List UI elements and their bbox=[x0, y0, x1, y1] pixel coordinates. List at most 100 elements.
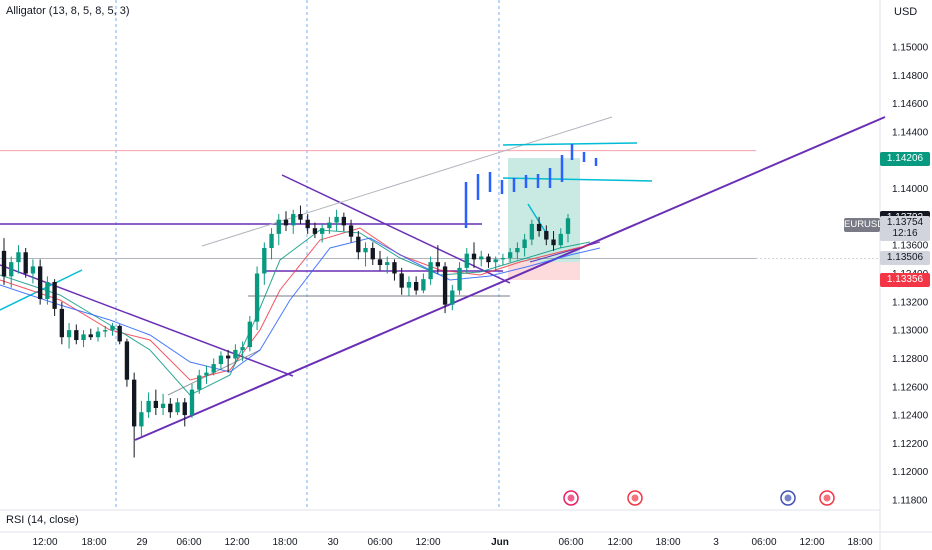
descending-trendline-left[interactable] bbox=[0, 264, 294, 377]
candle-body bbox=[37, 266, 43, 299]
drawings-layer bbox=[0, 116, 886, 441]
candle-body bbox=[428, 262, 433, 280]
candles-layer bbox=[1, 205, 571, 458]
candle-body bbox=[153, 400, 159, 408]
candle-body bbox=[66, 330, 72, 338]
candle-body bbox=[457, 267, 462, 291]
price-axis-tick: 1.12000 bbox=[892, 467, 929, 478]
candle-body bbox=[356, 236, 361, 253]
price-axis-tick: 1.15000 bbox=[892, 43, 929, 54]
time-axis-tick: 12:00 bbox=[799, 537, 824, 548]
time-axis-tick: 18:00 bbox=[272, 537, 297, 548]
price-tag-countdown: 12:16 bbox=[880, 226, 930, 241]
candle-body bbox=[225, 355, 231, 359]
price-axis-tick: 1.12400 bbox=[892, 411, 929, 422]
price-axis-tick: 1.13200 bbox=[892, 297, 929, 308]
candle-body bbox=[218, 355, 224, 365]
time-axis-tick: 06:00 bbox=[367, 537, 392, 548]
time-axis-tick: 12:00 bbox=[415, 537, 440, 548]
candle-body bbox=[493, 259, 498, 263]
candle-body bbox=[507, 252, 513, 258]
us-flag-icon-dot bbox=[823, 494, 831, 502]
candle-body bbox=[189, 389, 195, 416]
candle-body bbox=[247, 321, 253, 348]
time-axis-tick: 3 bbox=[713, 537, 719, 548]
candle-body bbox=[363, 248, 368, 253]
lightning-event-icon-dot bbox=[567, 494, 575, 502]
candle-body bbox=[544, 231, 549, 240]
candle-body bbox=[479, 256, 484, 260]
price-axis-tick: 1.14600 bbox=[892, 99, 929, 110]
candle-body bbox=[421, 279, 426, 291]
candle-body bbox=[377, 259, 383, 266]
candle-body bbox=[1, 250, 7, 277]
price-axis-tick: 1.14000 bbox=[892, 184, 929, 195]
candle-body bbox=[558, 233, 563, 246]
candle-body bbox=[471, 253, 477, 260]
candle-body bbox=[500, 257, 506, 260]
candle-body bbox=[529, 223, 535, 240]
time-axis-tick: 06:00 bbox=[751, 537, 776, 548]
price-tag-grey: 1.13506 bbox=[880, 251, 930, 266]
time-axis-tick: 30 bbox=[327, 537, 339, 548]
candle-body bbox=[131, 379, 137, 427]
candle-body bbox=[565, 218, 571, 234]
candle-body bbox=[95, 331, 101, 338]
time-axis-tick: 06:00 bbox=[558, 537, 583, 548]
candle-body bbox=[370, 248, 375, 260]
currency-label[interactable]: USD bbox=[894, 6, 918, 18]
alligator-teeth-line bbox=[0, 229, 591, 396]
candle-body bbox=[522, 239, 527, 249]
candle-body bbox=[81, 334, 86, 341]
candle-body bbox=[9, 262, 14, 277]
candle-body bbox=[450, 290, 455, 305]
candle-body bbox=[139, 412, 144, 427]
candle-body bbox=[74, 330, 79, 341]
candle-body bbox=[276, 219, 281, 234]
price-axis-tick: 1.12200 bbox=[892, 439, 929, 450]
candle-body bbox=[110, 325, 115, 331]
price-tag-green: 1.14206 bbox=[880, 152, 930, 167]
candle-body bbox=[168, 403, 173, 413]
time-axis-tick: 18:00 bbox=[655, 537, 680, 548]
descending-trendline[interactable] bbox=[281, 174, 511, 284]
time-axis-tick: 12:00 bbox=[224, 537, 249, 548]
axis-layer: 1.150001.148001.146001.144001.142001.140… bbox=[32, 43, 928, 549]
candle-body bbox=[385, 262, 390, 266]
target-line-mid[interactable] bbox=[502, 177, 653, 182]
candle-body bbox=[262, 248, 267, 274]
us-flag-icon-dot bbox=[631, 494, 639, 502]
candle-body bbox=[413, 281, 419, 291]
target-line-top[interactable] bbox=[502, 142, 638, 146]
candle-body bbox=[146, 400, 151, 413]
ascending-trendline[interactable] bbox=[134, 116, 886, 441]
candle-body bbox=[45, 281, 50, 299]
symbol-tag: EURUSD bbox=[844, 218, 885, 232]
candle-body bbox=[103, 330, 108, 332]
price-axis-tick: 1.11800 bbox=[892, 496, 928, 507]
time-axis-tick: 12:00 bbox=[607, 537, 632, 548]
cyan-projection-line[interactable] bbox=[527, 203, 549, 237]
candle-body bbox=[283, 219, 289, 226]
candle-body bbox=[182, 402, 187, 416]
indicator-legend[interactable]: Alligator (13, 8, 5, 8, 5, 3) bbox=[6, 5, 130, 17]
price-axis-tick: 1.13600 bbox=[892, 241, 929, 252]
candle-body bbox=[117, 325, 122, 342]
candle-body bbox=[240, 347, 245, 350]
long-position-profit-zone[interactable] bbox=[508, 158, 580, 262]
candle-body bbox=[406, 281, 412, 288]
candle-body bbox=[305, 219, 310, 229]
candle-body bbox=[392, 262, 397, 274]
time-axis-tick: 29 bbox=[136, 537, 148, 548]
candle-body bbox=[442, 266, 448, 305]
price-axis-tick: 1.14800 bbox=[892, 71, 929, 82]
rsi-pane-label[interactable]: RSI (14, close) bbox=[6, 514, 79, 526]
price-axis-tick: 1.12800 bbox=[892, 354, 929, 365]
price-tag-red: 1.13356 bbox=[880, 272, 930, 287]
channel-top-line[interactable] bbox=[201, 116, 613, 247]
candle-body bbox=[291, 214, 296, 226]
candle-body bbox=[16, 252, 21, 263]
candle-body bbox=[233, 349, 238, 359]
